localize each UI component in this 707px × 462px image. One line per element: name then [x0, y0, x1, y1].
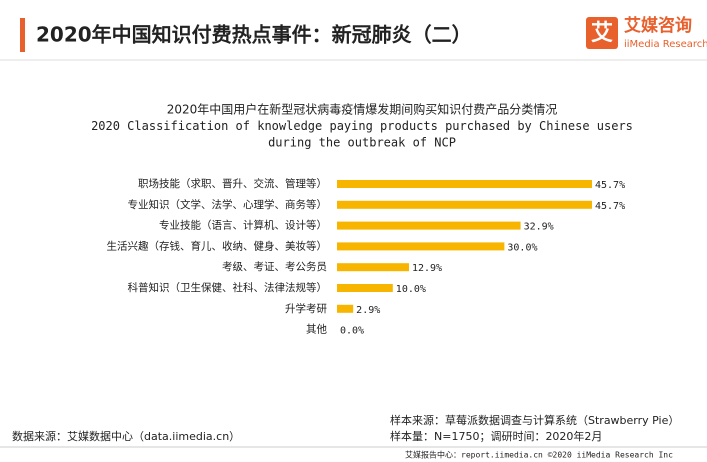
value-label: 12.9% — [412, 263, 442, 274]
category-label: 生活兴趣（存钱、育儿、收纳、健身、美妆等） — [107, 239, 328, 252]
value-label: 32.9% — [524, 222, 554, 233]
footer-sample-source: 样本来源：草莓派数据调查与计算系统（Strawberry Pie） — [390, 413, 679, 427]
logo-sub: iiMedia Research — [624, 39, 707, 50]
logo-name: 艾媒咨询 — [624, 15, 692, 36]
footer-strip: 艾媒报告中心：report.iimedia.cn ©2020 iiMedia R… — [405, 450, 673, 460]
chart-title: 2020年中国用户在新型冠状病毒疫情爆发期间购买知识付费产品分类情况 — [167, 102, 558, 117]
bar — [337, 242, 505, 251]
category-label: 职场技能（求职、晋升、交流、管理等） — [138, 177, 327, 190]
category-label: 其他 — [306, 323, 327, 336]
header-title: 2020年中国知识付费热点事件：新冠肺炎（二） — [36, 23, 472, 47]
header-accent — [20, 18, 25, 52]
bar — [337, 284, 393, 292]
logo-icon: 艾 — [591, 21, 613, 46]
category-label: 科普知识（卫生保健、社科、法律法规等） — [128, 281, 328, 294]
value-label: 2.9% — [356, 305, 380, 316]
value-label: 10.0% — [396, 284, 426, 295]
bar — [337, 180, 592, 188]
logo-box — [586, 17, 618, 49]
value-label: 0.0% — [340, 326, 364, 337]
category-label: 专业技能（语言、计算机、设计等） — [159, 219, 327, 232]
bar — [337, 200, 592, 209]
bar — [337, 263, 409, 272]
footer-sample-size: 样本量：N=1750；调研时间：2020年2月 — [390, 429, 602, 443]
value-label: 30.0% — [507, 242, 537, 253]
bar — [337, 304, 354, 313]
value-label: 45.7% — [595, 201, 625, 212]
value-label: 45.7% — [595, 180, 625, 191]
category-label: 专业知识（文学、法学、心理学、商务等） — [128, 198, 328, 211]
chart-title: 2020 Classification of knowledge paying … — [91, 119, 633, 133]
bar — [337, 221, 521, 230]
category-label: 升学考研 — [285, 302, 327, 315]
footer-source: 数据来源：艾媒数据中心（data.iimedia.cn） — [12, 429, 240, 443]
category-label: 考级、考证、考公务员 — [222, 260, 327, 273]
chart-title: during the outbreak of NCP — [268, 136, 456, 150]
